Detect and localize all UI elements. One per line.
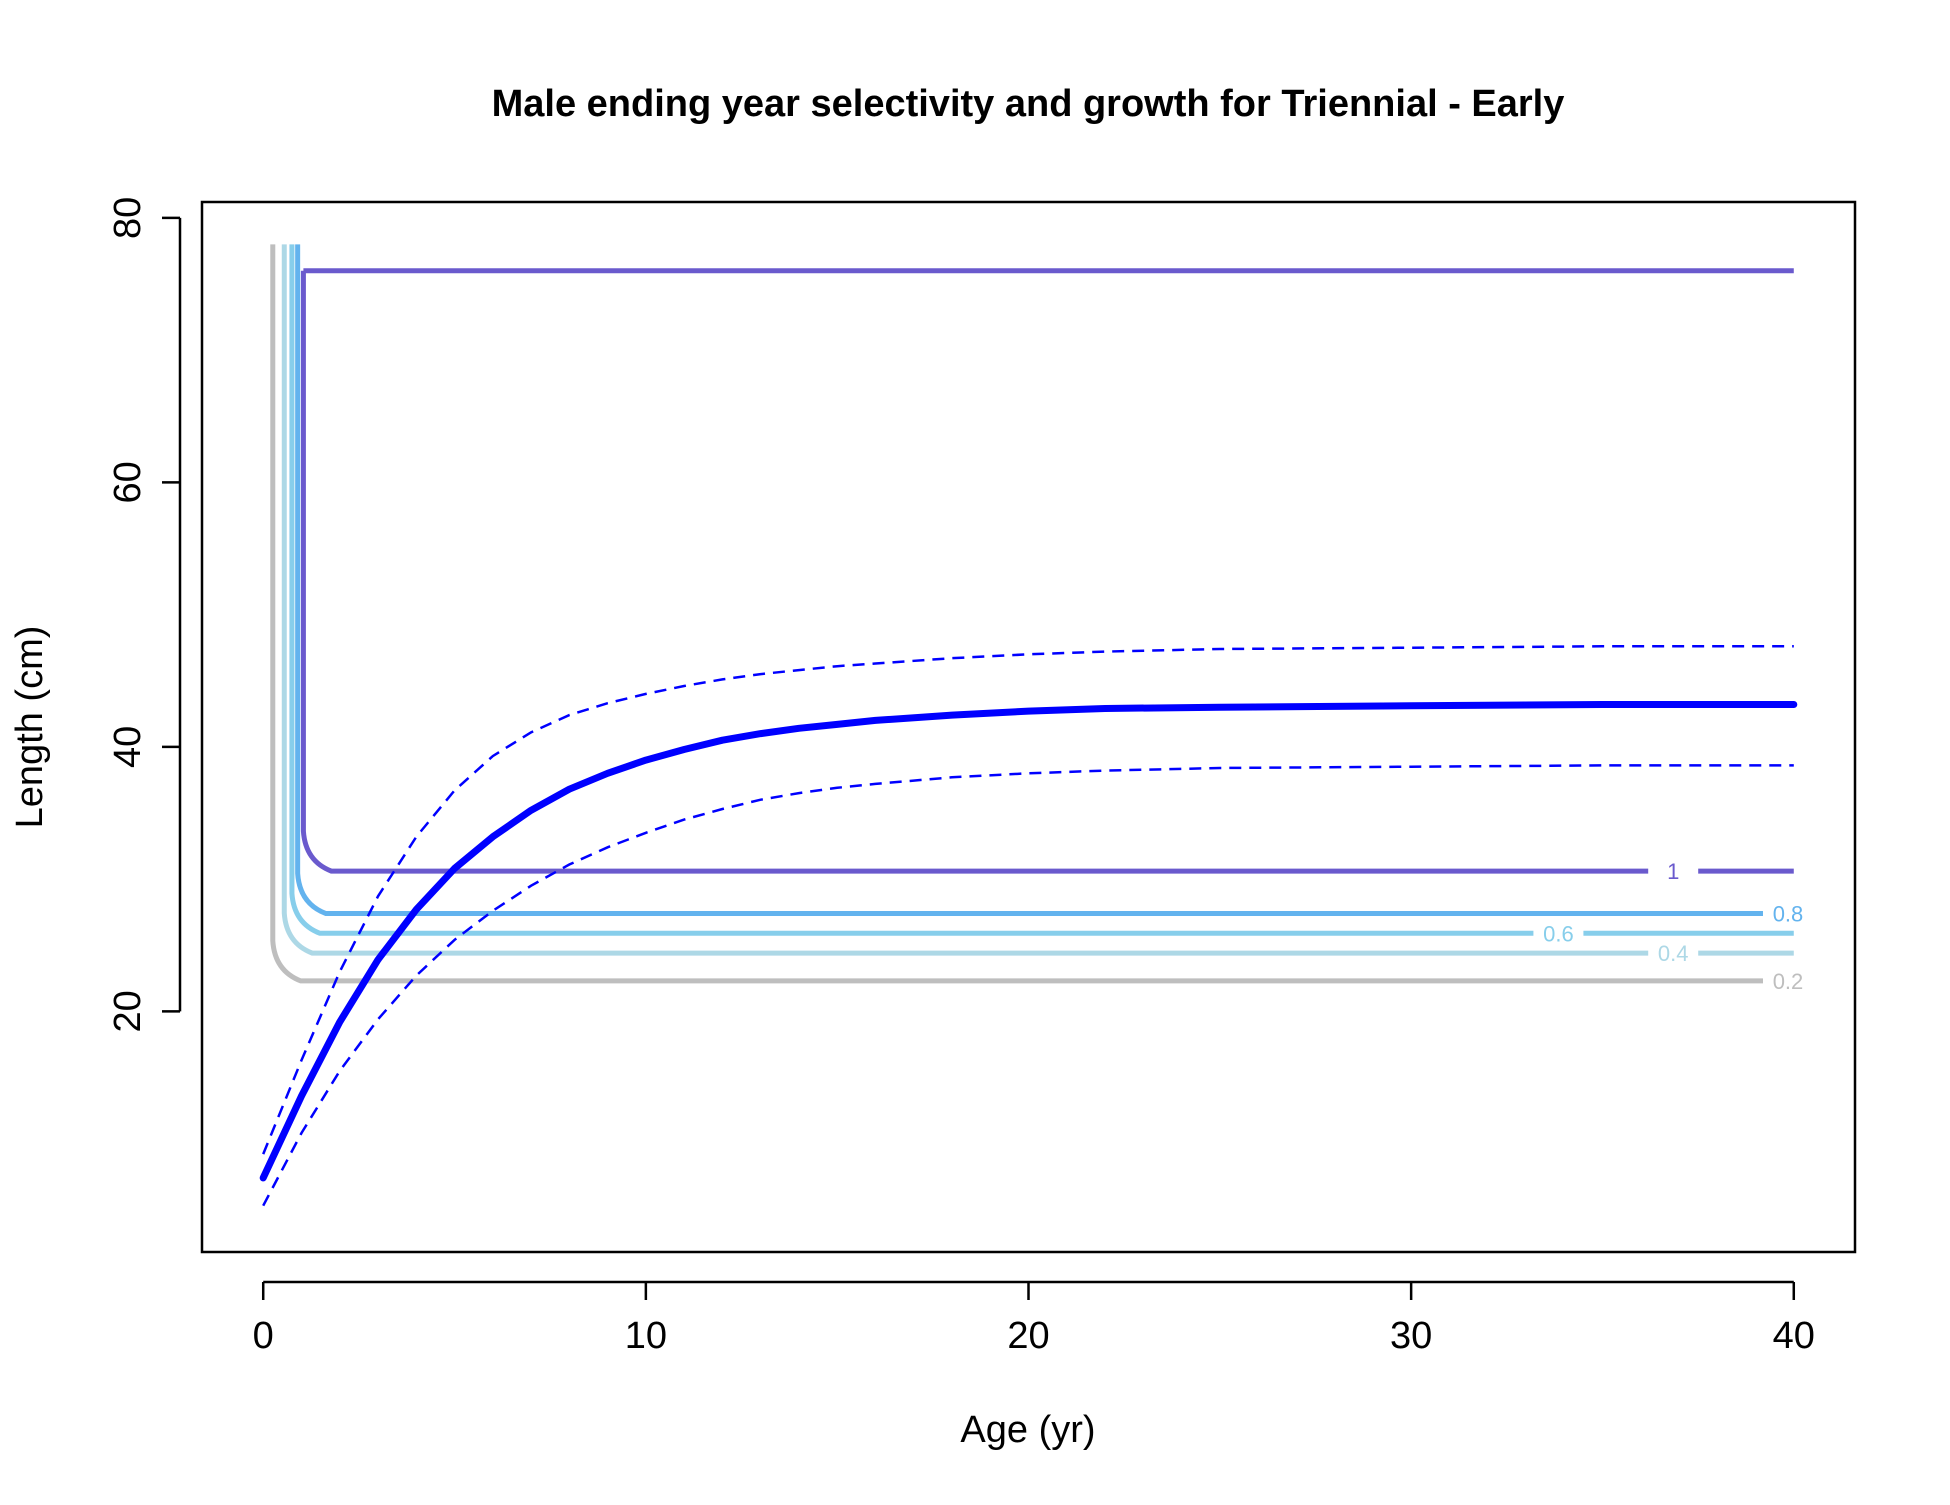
- contour-label-bg: [1762, 899, 1813, 928]
- contour-label-0-6: 0.6: [1543, 921, 1574, 946]
- contour-line-0-8: [295, 244, 1794, 916]
- x-tick-label: 30: [1390, 1315, 1432, 1357]
- growth-upper-interval: [262, 645, 1794, 1155]
- selectivity-contours: 0.2 0.4 0.6 0.8 1: [270, 244, 1813, 995]
- contour-line-0-4: [281, 244, 1794, 956]
- contour-label-bg: [1762, 966, 1813, 995]
- y-axis-label: Length (cm): [9, 626, 51, 829]
- x-tick-label: 10: [625, 1315, 667, 1357]
- y-tick-label: 20: [107, 990, 149, 1032]
- y-tick-label: 40: [107, 726, 149, 768]
- y-tick-label: 80: [107, 197, 149, 239]
- contour-label-1: 1: [1667, 859, 1679, 884]
- x-tick-label: 40: [1773, 1315, 1815, 1357]
- x-tick-label: 20: [1007, 1315, 1049, 1357]
- growth-mean-line: [259, 701, 1798, 1182]
- contour-line-0-6: [289, 244, 1794, 936]
- contour-label-bg: [1533, 919, 1584, 948]
- contour-label-0-8: 0.8: [1773, 901, 1804, 926]
- contour-line-1: [300, 270, 1794, 874]
- x-axis-label: Age (yr): [960, 1409, 1095, 1451]
- contour-line-0-2: [270, 244, 1794, 984]
- y-tick-label: 60: [107, 461, 149, 503]
- growth-curves: [259, 645, 1798, 1207]
- contour-label-bg: [1648, 857, 1699, 886]
- contour-label-0-2: 0.2: [1773, 969, 1804, 994]
- contour-label-0-4: 0.4: [1658, 941, 1689, 966]
- chart-title: Male ending year selectivity and growth …: [492, 83, 1565, 125]
- growth-lower-interval: [262, 764, 1794, 1207]
- x-tick-label: 0: [253, 1315, 274, 1357]
- plot-frame: [200, 200, 1857, 1254]
- axes: 0 10 20 30 40 20 40 60 80: [107, 197, 1815, 1357]
- contour-label-bg: [1648, 939, 1699, 968]
